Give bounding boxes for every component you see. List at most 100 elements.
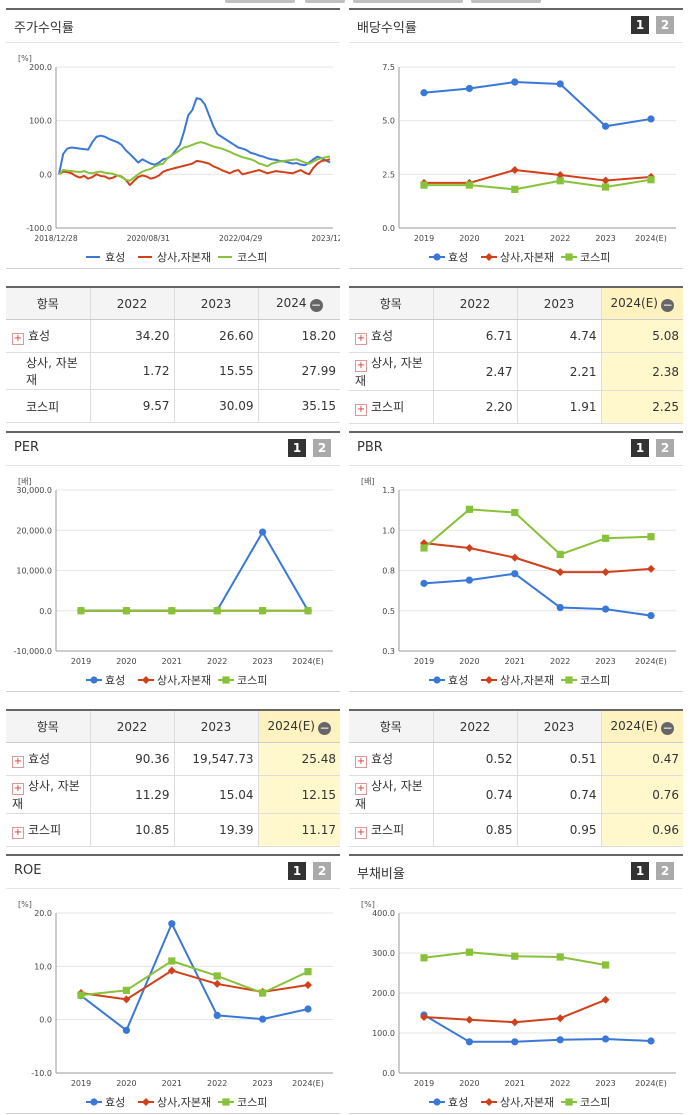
row-label-cell[interactable]: + 코스피 — [6, 813, 90, 847]
y-tick-label: 200.0 — [372, 989, 395, 998]
y-tick-label: -10.0 — [31, 1069, 52, 1078]
data-point-kospi — [465, 505, 473, 513]
row-label-cell[interactable]: + 코스피 — [349, 390, 433, 424]
legend-item-kospi[interactable]: 코스피 — [218, 1096, 267, 1109]
legend-item-hyosung[interactable]: 효성 — [429, 1096, 468, 1109]
legend-item-kospi[interactable]: 코스피 — [218, 251, 267, 264]
table-row: + 코스피 10.85 19.39 11.17 — [6, 813, 340, 847]
collapse-icon[interactable]: − — [660, 720, 674, 735]
expand-icon[interactable]: + — [355, 404, 367, 416]
row-label-cell[interactable]: + 효성 — [6, 742, 90, 776]
legend-label: 상사,자본재 — [500, 674, 554, 687]
expand-icon[interactable]: + — [355, 360, 367, 372]
panel-title: 부채비율 — [357, 867, 405, 882]
view-2-button[interactable]: 2 — [313, 862, 331, 880]
header-label: 2022 — [459, 719, 491, 734]
legend-item-sector[interactable]: 상사,자본재 — [138, 1096, 211, 1109]
expand-icon[interactable]: + — [12, 827, 24, 839]
legend-item-sector[interactable]: 상사,자본재 — [138, 251, 211, 264]
legend-label: 상사,자본재 — [157, 251, 211, 264]
expand-icon[interactable]: + — [355, 827, 367, 839]
data-point-hyosung — [511, 1038, 519, 1046]
row-label-cell[interactable]: + 효성 — [349, 319, 433, 353]
legend-item-kospi[interactable]: 코스피 — [218, 674, 267, 687]
legend-item-hyosung[interactable]: 효성 — [86, 251, 125, 264]
row-label-cell[interactable]: + 코스피 — [349, 813, 433, 847]
series-line-hyosung — [423, 572, 652, 617]
view-2-button[interactable]: 2 — [656, 16, 674, 34]
collapse-icon[interactable]: − — [660, 297, 674, 312]
series-line-kospi — [424, 178, 652, 191]
view-1-button[interactable]: 1 — [631, 16, 649, 34]
x-tick-label: 2019 — [414, 657, 434, 666]
row-label-cell[interactable]: + 효성 — [349, 742, 433, 776]
x-tick-label: 2018/12/28 — [34, 234, 77, 243]
view-2-button[interactable]: 2 — [656, 862, 674, 880]
expand-icon[interactable]: + — [355, 783, 367, 795]
table-row: + 효성 34.20 26.60 18.20 — [6, 319, 340, 353]
legend-item-kospi[interactable]: 코스피 — [561, 251, 610, 264]
expand-icon[interactable]: + — [12, 333, 24, 345]
view-1-button[interactable]: 1 — [631, 862, 649, 880]
x-tick-label: 2021 — [505, 1079, 525, 1088]
row-label-cell[interactable]: + 상사, 자본재 — [6, 775, 90, 814]
expand-icon[interactable]: + — [355, 756, 367, 768]
data-point-kospi — [213, 972, 221, 980]
row-label-cell[interactable]: + 상사, 자본재 — [349, 352, 433, 391]
collapse-icon[interactable]: − — [317, 720, 331, 735]
debt-ratio-panel: 부채비율 1 2 [%] 400.0 300.0 200.0 100.0 0.0 2019 2… — [349, 854, 683, 1114]
series-line-hyosung — [423, 1014, 652, 1043]
data-point-kospi — [556, 177, 564, 185]
data-point-sector — [122, 995, 131, 1004]
legend-item-hyosung[interactable]: 효성 — [86, 1096, 125, 1109]
view-2-button[interactable]: 2 — [656, 439, 674, 457]
x-tick-label: 2020 — [459, 1079, 479, 1088]
y-tick-label: 0.8 — [382, 567, 395, 576]
data-point-kospi — [511, 952, 519, 960]
legend-item-sector[interactable]: 상사,자본재 — [138, 674, 211, 687]
data-point-hyosung — [556, 603, 564, 612]
table-cell: 35.15 — [257, 389, 340, 423]
view-1-button[interactable]: 1 — [288, 862, 306, 880]
header-label: 2022 — [116, 296, 148, 311]
x-tick-label: 2024(E) — [292, 1079, 324, 1088]
expand-icon[interactable]: + — [12, 756, 24, 768]
table-header-cell: 2023 — [516, 286, 601, 320]
row-label: 코스피 — [28, 823, 62, 837]
dividend-table: 항목 2022 2023 2024(E) − + 효성 6.71 4.74 5.08 + 상사, 자본… — [349, 286, 683, 424]
x-tick-label: 2020 — [459, 234, 479, 243]
view-2-button[interactable]: 2 — [313, 439, 331, 457]
legend-item-sector[interactable]: 상사,자본재 — [481, 1096, 554, 1109]
row-label-cell[interactable]: + 상사, 자본재 — [349, 775, 433, 814]
data-point-hyosung — [556, 80, 564, 88]
legend-item-hyosung[interactable]: 효성 — [429, 251, 468, 264]
legend-item-kospi[interactable]: 코스피 — [561, 1096, 610, 1109]
expand-icon[interactable]: + — [12, 783, 24, 795]
debt-ratio-chart: [%]400.0 300.0 200.0 100.0 0.0 2019 2020 2021 20… — [361, 900, 676, 1109]
y-tick-label: 0.0 — [39, 170, 52, 179]
view-1-button[interactable]: 1 — [631, 439, 649, 457]
series-line-sector — [58, 158, 331, 187]
legend-item-kospi[interactable]: 코스피 — [561, 674, 610, 687]
data-point-hyosung — [602, 1035, 610, 1043]
row-label: 코스피 — [26, 399, 60, 414]
legend-item-sector[interactable]: 상사,자본재 — [481, 251, 554, 264]
collapse-icon[interactable]: − — [309, 297, 323, 312]
y-tick-label: 10,000.0 — [16, 567, 52, 576]
header-label: 2022 — [116, 719, 148, 734]
y-tick-label: 1.3 — [382, 486, 395, 495]
x-tick-label: 2024(E) — [635, 234, 667, 243]
expand-icon[interactable]: + — [355, 333, 367, 345]
data-point-sector — [420, 539, 428, 548]
table-row: 상사, 자본재 1.72 15.55 27.99 — [6, 352, 340, 390]
legend-item-hyosung[interactable]: 효성 — [429, 674, 468, 687]
table-row: + 상사, 자본재 11.29 15.04 12.15 — [6, 775, 340, 814]
legend-item-sector[interactable]: 상사,자본재 — [481, 674, 554, 687]
row-label-cell[interactable]: + 효성 — [6, 319, 90, 353]
data-point-hyosung — [168, 920, 176, 928]
data-point-kospi — [77, 607, 85, 615]
view-1-button[interactable]: 1 — [288, 439, 306, 457]
table-cell: 2.47 — [432, 352, 517, 391]
legend-label: 효성 — [105, 1096, 125, 1109]
legend-item-hyosung[interactable]: 효성 — [86, 674, 125, 687]
